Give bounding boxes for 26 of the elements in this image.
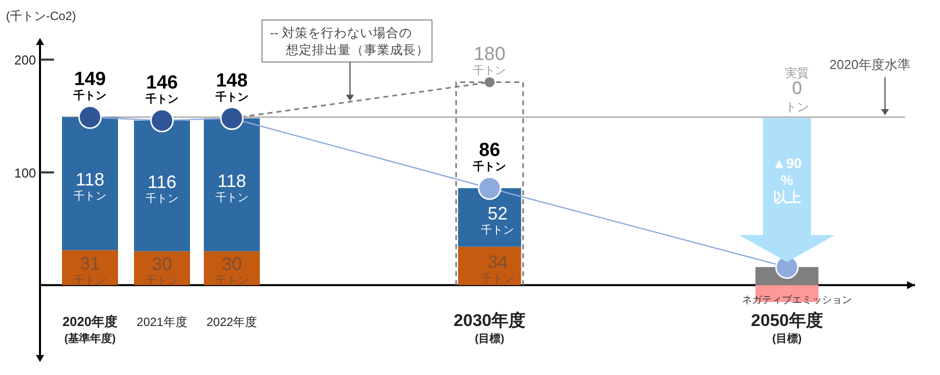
y-tick-label: 200 [14, 52, 36, 68]
data-label: 146千トン [144, 72, 178, 106]
data-label: 149千トン [72, 69, 106, 102]
x-tick-label: 2030年度 (目標) [454, 311, 526, 345]
data-label: 52千トン [481, 203, 514, 236]
data-label: 30千トン [146, 254, 178, 288]
data-label: 31千トン [74, 254, 106, 287]
x-tick-label: 2022年度 [206, 315, 258, 329]
data-label: 148千トン [214, 70, 248, 104]
annotation: ネガティブエミッション [742, 294, 852, 306]
data-label: 118千トン [215, 170, 248, 204]
x-tick-label: 2020年度 (基準年度) [62, 314, 118, 345]
data-label: 116千トン [146, 172, 178, 205]
data-label: 118千トン [74, 170, 106, 203]
annotation: ▲90 % 以上 [772, 155, 802, 205]
data-label: 180千トン [473, 44, 506, 78]
x-tick-label: 2021年度 [136, 315, 188, 329]
y-tick-label: 100 [14, 165, 36, 180]
x-tick-label: 2050年度 (目標) [751, 311, 823, 345]
data-label: 86千トン [472, 140, 506, 174]
data-label: 34千トン [481, 252, 514, 285]
annotation: -- 対策を行わない場合の想定排出量（事業成長） [270, 25, 429, 57]
ref-line-label: 2020年度水準 [830, 57, 910, 72]
annotation: 実質 0 トン [784, 66, 809, 114]
y-axis-title: (千トン-Co2) [6, 9, 76, 23]
data-label: 30千トン [215, 254, 248, 288]
